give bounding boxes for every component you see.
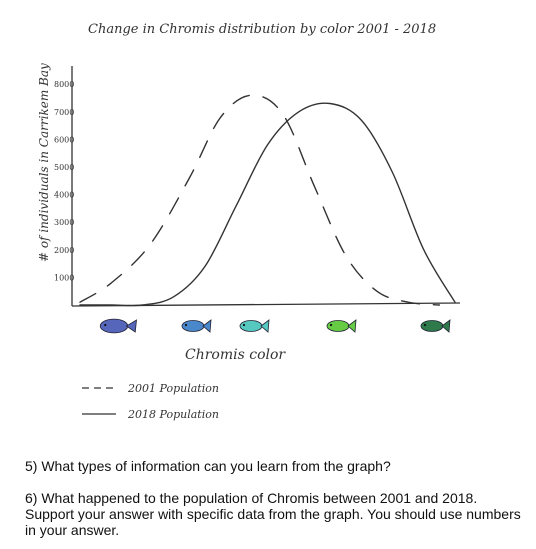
fish-icon — [239, 319, 270, 333]
x-axis-label: Chromis color — [185, 347, 286, 363]
series-layer — [79, 94, 456, 307]
y-tick-label: 3000 — [54, 218, 74, 227]
legend-label: 2018 Population — [127, 408, 219, 421]
y-tick-label: 1000 — [54, 273, 74, 282]
chart-title: Change in Chromis distribution by color … — [88, 22, 436, 37]
fish-icon — [181, 319, 212, 333]
y-axis-label: # of individuals in Carrikem Bay — [37, 63, 51, 262]
y-tick-label: 8000 — [54, 80, 74, 89]
y-tick-label: 4000 — [54, 191, 74, 200]
y-axis-ticks: 8000 7000 6000 5000 4000 3000 2000 1000 — [54, 80, 74, 282]
fish-icon — [99, 318, 137, 334]
legend-label: 2001 Population — [127, 382, 219, 395]
y-tick-label: 5000 — [54, 163, 74, 172]
y-tick-label: 6000 — [54, 135, 74, 144]
y-tick-label: 2000 — [54, 246, 74, 255]
y-tick-label: 7000 — [54, 108, 74, 117]
chromis-chart: Change in Chromis distribution by color … — [37, 22, 461, 421]
fish-layer — [99, 318, 451, 334]
fish-icon — [420, 319, 451, 333]
fish-icon — [326, 319, 357, 333]
legend: 2001 Population 2018 Population — [82, 382, 219, 421]
question-5: 5) What types of information can you lea… — [25, 458, 391, 474]
series-line-2018 — [79, 102, 456, 307]
series-line-2001 — [79, 94, 441, 306]
question-6: 6) What happened to the population of Ch… — [25, 490, 521, 538]
